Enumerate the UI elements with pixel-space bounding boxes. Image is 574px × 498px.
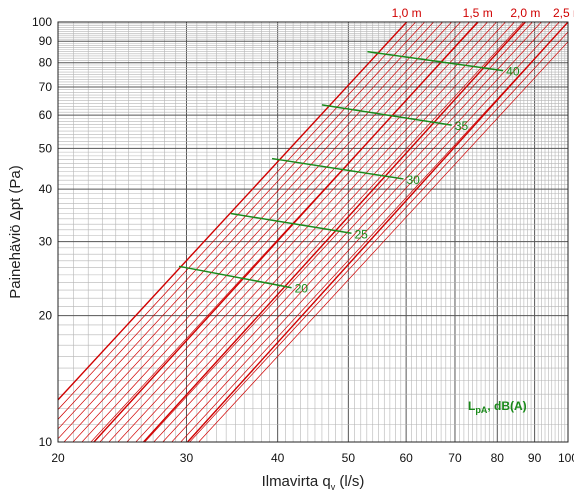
- sound-label-20: 20: [295, 282, 309, 296]
- sound-line-20: [178, 265, 292, 289]
- hatch-band: [58, 22, 568, 442]
- x-tick-label: 90: [528, 451, 542, 465]
- tick-labels: 20 30 40 50 60 70 80 90 100 10 20 30 40 50 60 70 80 90 100: [32, 15, 574, 465]
- y-tick-label: 40: [39, 182, 53, 196]
- y-tick-label: 10: [39, 435, 53, 449]
- y-tick-label: 80: [39, 56, 53, 70]
- length-line-20: [143, 22, 526, 442]
- hatch-line: [135, 22, 524, 442]
- x-tick-label: 50: [342, 451, 356, 465]
- sound-label-35: 35: [455, 119, 469, 133]
- y-tick-label: 50: [39, 141, 53, 155]
- hatch-line: [108, 22, 497, 442]
- hatch-line: [58, 22, 434, 430]
- sound-line-25: [230, 212, 352, 235]
- length-label-25: 2,5 m: [553, 6, 574, 20]
- y-tick-label: 70: [39, 80, 53, 94]
- sound-line-40: [367, 50, 504, 72]
- y-tick-label: 90: [39, 34, 53, 48]
- x-tick-label: 80: [491, 451, 505, 465]
- sound-line-35: [321, 104, 452, 126]
- x-tick-label: 30: [180, 451, 194, 465]
- x-tick-label: 20: [51, 451, 65, 465]
- series-labels: 20 25 30 35 40 1,0 m 1,5 m 2,0 m 2,5 m: [295, 6, 574, 296]
- length-line-15: [93, 22, 479, 442]
- hatch-line: [144, 22, 533, 442]
- x-tick-label: 100: [558, 451, 574, 465]
- hatch-line: [198, 41, 568, 442]
- plot-frame: [57, 21, 569, 443]
- x-tick-label: 70: [448, 451, 462, 465]
- hatch-line: [171, 22, 560, 442]
- hatch-line: [72, 22, 461, 442]
- length-line-10: [58, 22, 408, 401]
- sound-label-30: 30: [406, 173, 420, 187]
- hatch-line: [81, 22, 470, 442]
- hatch-line: [58, 22, 416, 411]
- y-axis-title: Painehäviö Δpt (Pa): [7, 165, 24, 298]
- hatch-line: [63, 22, 452, 442]
- y-tick-label: 60: [39, 108, 53, 122]
- hatch-line: [162, 22, 551, 442]
- length-label-20: 2,0 m: [510, 6, 540, 20]
- y-tick-label: 100: [32, 15, 52, 29]
- hatch-line: [117, 22, 506, 442]
- hatch-line: [189, 31, 568, 442]
- sound-label-40: 40: [506, 65, 520, 79]
- hatch-line: [126, 22, 515, 442]
- length-curves: [58, 22, 568, 442]
- sound-label-25: 25: [355, 227, 369, 241]
- sound-line-30: [271, 157, 404, 180]
- length-line-25: [187, 22, 568, 442]
- x-tick-label: 40: [271, 451, 285, 465]
- x-tick-label: 60: [399, 451, 413, 465]
- hatch-line: [58, 22, 425, 420]
- length-label-15: 1,5 m: [463, 6, 493, 20]
- chart-grid: [57, 21, 569, 443]
- y-tick-label: 20: [39, 309, 53, 323]
- x-axis-title: Ilmavirta qv (l/s): [262, 473, 365, 492]
- y-tick-label: 30: [39, 235, 53, 249]
- length-label-10: 1,0 m: [392, 6, 422, 20]
- sound-unit-label: LpA, dB(A): [468, 399, 527, 415]
- hatch-line: [58, 22, 443, 440]
- hatch-line: [99, 22, 488, 442]
- sound-level-lines: [178, 50, 504, 289]
